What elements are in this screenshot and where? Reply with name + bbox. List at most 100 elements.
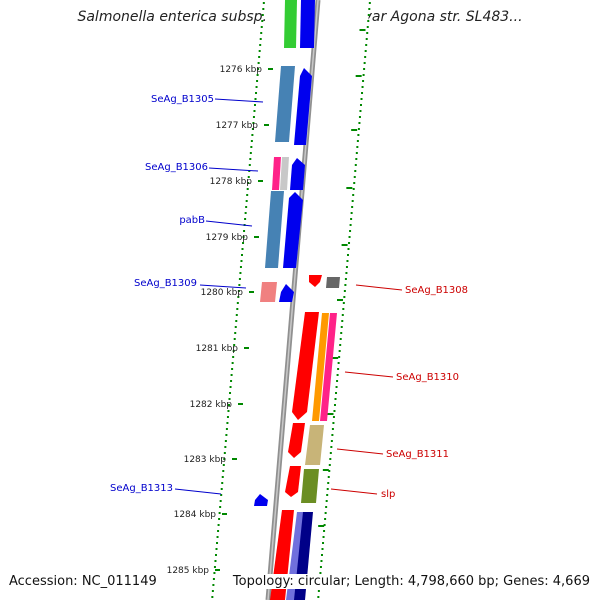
gc-dot: [223, 458, 226, 460]
kbp-label: 1285 kbp: [167, 566, 210, 576]
gc-dot: [219, 506, 222, 508]
gc-dot: [219, 500, 222, 502]
gene-pabb-b[interactable]: [283, 192, 303, 268]
leader-seag-b1306: [208, 167, 259, 172]
gene-seag-b1311-a[interactable]: [288, 423, 305, 458]
gc-dot: [258, 56, 261, 58]
gc-dot: [216, 542, 219, 544]
gc-dot: [358, 122, 361, 124]
gc-dot: [252, 122, 255, 124]
gc-dot: [364, 56, 367, 58]
gene-seag-b1308-a[interactable]: [309, 275, 322, 287]
gene-blue-top[interactable]: [300, 0, 315, 48]
gene-label-pabb[interactable]: pabB: [179, 215, 205, 226]
gene-seag-b1305-a[interactable]: [275, 66, 295, 142]
gc-dot: [359, 104, 362, 106]
gene-label-seag-b1308[interactable]: SeAg_B1308: [405, 285, 468, 296]
gc-dot: [243, 230, 246, 232]
gc-dot: [356, 146, 359, 148]
gc-dot: [237, 296, 240, 298]
gc-dot: [259, 38, 262, 40]
gc-dot: [222, 464, 225, 466]
gene-seag-b1305-b[interactable]: [294, 68, 312, 145]
gc-dot: [235, 320, 238, 322]
gc-dot: [233, 344, 236, 346]
gene-label-seag-b1306[interactable]: SeAg_B1306: [145, 162, 208, 173]
kbp-label: 1276 kbp: [220, 65, 263, 75]
gene-label-slp[interactable]: slp: [381, 489, 395, 500]
gc-dot: [232, 350, 235, 352]
gene-label-seag-b1309[interactable]: SeAg_B1309: [134, 278, 197, 289]
gc-dot: [229, 386, 232, 388]
leader-slp: [330, 488, 378, 495]
leader-seag-b1313: [174, 488, 222, 495]
gene-seag-b1313[interactable]: [254, 494, 268, 506]
gc-dot: [356, 140, 359, 142]
gc-dot: [326, 494, 329, 496]
gene-seag-b1306-a[interactable]: [272, 157, 281, 190]
gc-dot: [236, 302, 239, 304]
gc-dot: [317, 590, 320, 592]
gene-label-seag-b1305[interactable]: SeAg_B1305: [151, 94, 214, 105]
gc-dot: [322, 536, 325, 538]
gene-seag-b1310-a[interactable]: [292, 312, 319, 420]
gc-dot: [211, 590, 214, 592]
gc-dot: [214, 560, 217, 562]
gc-dot: [351, 200, 354, 202]
gene-label-seag-b1313[interactable]: SeAg_B1313: [110, 483, 173, 494]
gene-seag-b1308-b[interactable]: [326, 277, 340, 288]
gc-dot: [245, 206, 248, 208]
kbp-label: 1280 kbp: [201, 288, 244, 298]
gc-dot: [260, 26, 263, 28]
gene-slp-a[interactable]: [285, 466, 301, 497]
gene-seag-b1310-b[interactable]: [312, 313, 329, 421]
gene-seag-b1310-c[interactable]: [320, 313, 337, 421]
gene-label-seag-b1310[interactable]: SeAg_B1310: [396, 372, 459, 383]
gc-dot: [360, 98, 363, 100]
gene-seag-b1309-b[interactable]: [279, 284, 294, 302]
gc-dot: [337, 368, 340, 370]
kbp-label: 1284 kbp: [174, 510, 217, 520]
gc-dot: [343, 296, 346, 298]
gc-dot: [367, 14, 370, 16]
gc-dot: [233, 338, 236, 340]
gc-dot: [226, 422, 229, 424]
gc-dot: [340, 326, 343, 328]
gc-dot: [342, 302, 345, 304]
gc-left-track: [211, 2, 265, 598]
gc-dot: [348, 242, 351, 244]
gc-dot: [332, 416, 335, 418]
gc-dot: [262, 2, 265, 4]
gene-slp-b[interactable]: [301, 469, 319, 503]
gc-dot: [343, 290, 346, 292]
gc-dot: [365, 44, 368, 46]
gc-dot: [235, 314, 238, 316]
gene-seag-b1309-a[interactable]: [260, 282, 277, 302]
gene-label-seag-b1311[interactable]: SeAg_B1311: [386, 449, 449, 460]
gc-dot: [345, 266, 348, 268]
gc-dot: [320, 554, 323, 556]
gene-seag-b1311-b[interactable]: [305, 425, 324, 465]
gene-seag-b1306-b[interactable]: [280, 157, 289, 190]
gc-dot: [262, 8, 265, 10]
gc-dot: [221, 476, 224, 478]
gene-green-top[interactable]: [284, 0, 297, 48]
gene-seag-b1306-c[interactable]: [290, 158, 305, 190]
gc-dot: [249, 158, 252, 160]
gc-dot: [250, 140, 253, 142]
gc-dot: [328, 470, 331, 472]
gc-dot: [341, 320, 344, 322]
gc-dot: [331, 428, 334, 430]
gc-dot: [354, 170, 357, 172]
gc-dot: [230, 380, 233, 382]
gc-dot: [238, 278, 241, 280]
gc-dot: [353, 182, 356, 184]
gc-dot: [339, 344, 342, 346]
gc-dot: [237, 290, 240, 292]
gc-dot: [225, 428, 228, 430]
accession-text: Accession: NC_011149: [9, 574, 157, 589]
gc-dot: [350, 218, 353, 220]
gene-pabb-a[interactable]: [265, 191, 284, 268]
gc-dot: [232, 356, 235, 358]
gc-dot: [368, 2, 371, 4]
